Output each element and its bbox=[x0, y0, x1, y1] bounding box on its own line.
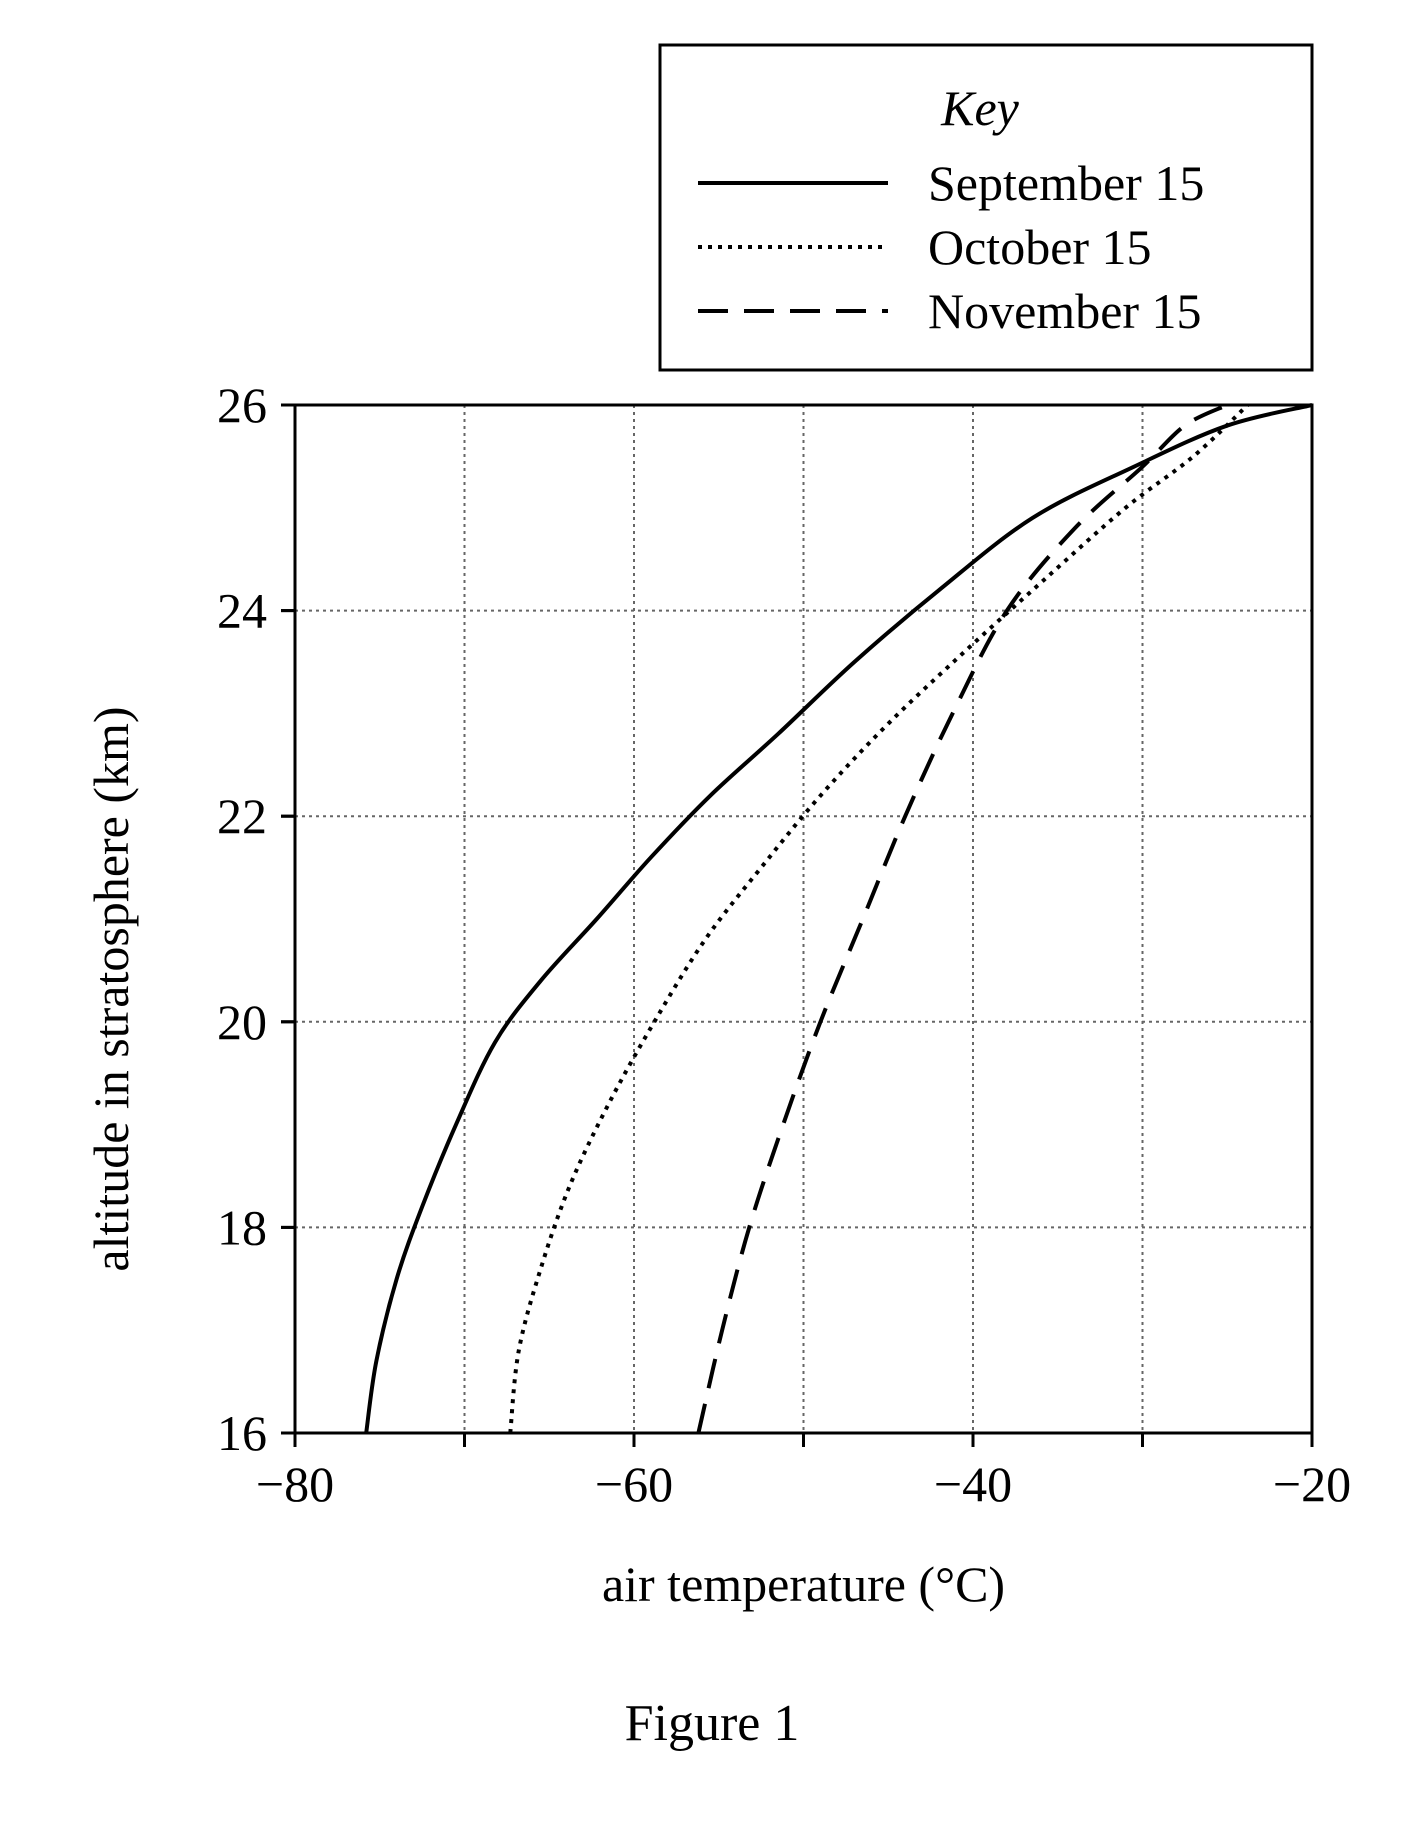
x-tick-label: −20 bbox=[1273, 1456, 1351, 1512]
legend: Key September 15 October 15 November 15 bbox=[658, 43, 1314, 372]
y-tick-label: 18 bbox=[217, 1199, 267, 1255]
figure-caption: Figure 1 bbox=[625, 1695, 800, 1752]
series-line-1 bbox=[364, 403, 1313, 1434]
legend-label-3: November 15 bbox=[928, 283, 1202, 339]
legend-box bbox=[658, 43, 1314, 372]
series-line-2 bbox=[508, 403, 1249, 1434]
grid-lines bbox=[295, 405, 1312, 1433]
y-tick-label: 22 bbox=[217, 788, 267, 844]
x-tick-label: −40 bbox=[934, 1456, 1012, 1512]
series-lines bbox=[364, 403, 1313, 1434]
series-line-3 bbox=[696, 403, 1229, 1434]
y-tick-label: 20 bbox=[217, 994, 267, 1050]
y-tick-label: 26 bbox=[217, 377, 267, 433]
legend-label-2: October 15 bbox=[928, 219, 1152, 275]
x-tick-label: −60 bbox=[595, 1456, 673, 1512]
y-axis-title: altitude in stratosphere (km) bbox=[83, 706, 139, 1271]
axis-ticks: −80 −60 −40 −20 16 18 20 22 24 26 bbox=[217, 377, 1351, 1512]
x-axis-title: air temperature (°C) bbox=[602, 1556, 1005, 1612]
x-tick-label: −80 bbox=[256, 1456, 334, 1512]
legend-entries: September 15 October 15 November 15 bbox=[698, 155, 1204, 339]
legend-label-1: September 15 bbox=[928, 155, 1204, 211]
y-tick-label: 24 bbox=[217, 583, 267, 639]
y-tick-label: 16 bbox=[217, 1405, 267, 1461]
legend-title: Key bbox=[940, 80, 1020, 136]
